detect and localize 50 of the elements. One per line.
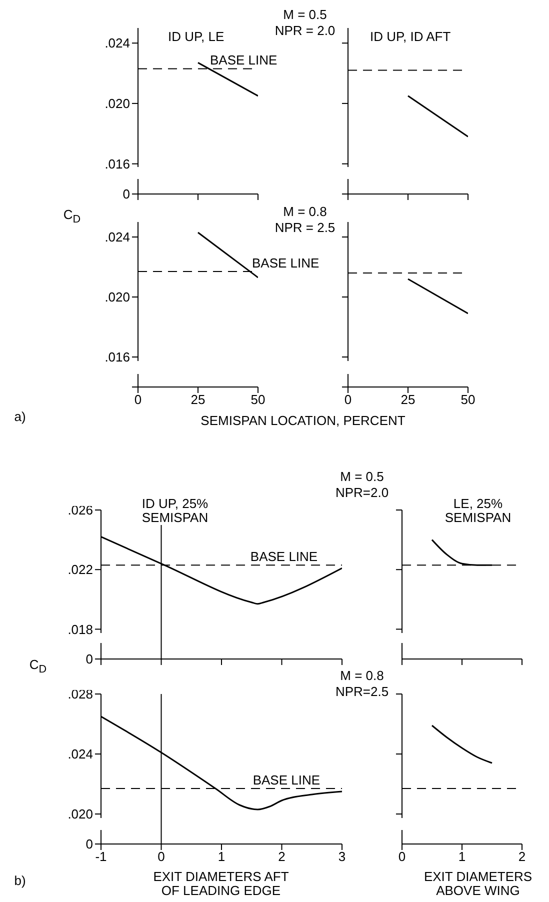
y-tick-label: .024 — [104, 36, 130, 51]
y-tick-label: .024 — [104, 230, 130, 245]
text: a) — [14, 409, 26, 424]
x-tick-label: 25 — [400, 392, 416, 408]
x-tick-label: 0 — [158, 849, 165, 864]
x-tick-label: 50 — [460, 392, 476, 408]
y-tick-label: .020 — [68, 806, 93, 822]
x-tick-label: 0 — [398, 849, 406, 864]
text: M = 0.8 — [283, 204, 327, 219]
chart-title: ID UP, LE — [168, 29, 224, 44]
ref-line-label: BASE LINE — [252, 256, 320, 270]
x-tick-label: 2 — [518, 849, 526, 864]
x-tick-label: 50 — [250, 392, 266, 408]
x-tick-label: 25 — [190, 392, 206, 408]
y-tick-label: .018 — [68, 622, 93, 637]
x-tick-label: 3 — [338, 849, 346, 864]
text: M = 0.8 — [340, 668, 384, 683]
y-tick-label: .020 — [104, 96, 130, 112]
y-tick-label: 0 — [86, 652, 93, 667]
x-axis-title: EXIT DIAMETERS AFT OF LEADING EDGE — [153, 869, 289, 898]
x-axis-title: SEMISPAN LOCATION, PERCENT — [200, 413, 406, 428]
x-tick-label: 0 — [134, 392, 142, 408]
text: b) — [14, 873, 26, 888]
y-tick-label: 0 — [86, 836, 93, 852]
y-tick-label: .020 — [104, 290, 130, 305]
y-axis-title: C$_{D}$ — [29, 657, 47, 677]
x-axis-title: EXIT DIAMETERS ABOVE WING — [424, 869, 532, 898]
text: NPR=2.0 — [335, 485, 389, 500]
x-tick-label: 0 — [344, 392, 352, 408]
ref-line-label: BASE LINE — [210, 52, 278, 68]
y-tick-label: .016 — [104, 156, 130, 172]
annotation: NPR=2.5 — [335, 684, 389, 699]
text: NPR = 2.0 — [274, 23, 336, 38]
chart-title: ID UP, 25% SEMISPAN — [142, 496, 208, 525]
chart-title: LE, 25% SEMISPAN — [444, 496, 512, 525]
ref-line-label: BASE LINE — [252, 772, 320, 788]
text: M = 0.5 — [283, 7, 327, 22]
y-tick-label: 0 — [122, 186, 130, 202]
text: NPR = 2.5 — [274, 220, 336, 235]
x-tick-label: 1 — [218, 849, 226, 864]
y-axis-title: C$_{D}$ — [63, 207, 81, 227]
ref-line-label: BASE LINE — [250, 549, 318, 564]
chart-title: ID UP, ID AFT — [370, 29, 451, 44]
y-tick-label: .022 — [68, 562, 93, 578]
x-tick-label: 1 — [458, 849, 466, 864]
y-tick-label: .016 — [104, 350, 130, 365]
x-tick-label: 2 — [278, 849, 286, 864]
y-tick-label: .024 — [68, 746, 93, 762]
text: M = 0.5 — [340, 469, 384, 484]
x-tick-label: -1 — [95, 849, 107, 864]
